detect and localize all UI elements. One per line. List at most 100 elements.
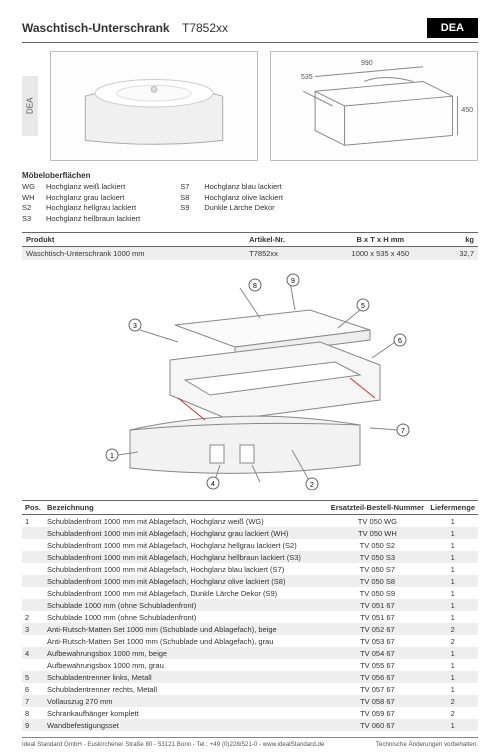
finish-code: S3 <box>22 214 40 225</box>
exploded-view: 3 8 9 5 6 7 1 4 2 <box>60 270 440 490</box>
pos-cell <box>22 575 44 587</box>
num-cell: TV 051 67 <box>327 611 427 623</box>
callout: 2 <box>306 478 318 490</box>
parts-col: Pos. <box>22 501 44 515</box>
pos-cell: 8 <box>22 707 44 719</box>
table-row: Schubladenfront 1000 mm mit Ablagefach, … <box>22 539 478 551</box>
finish-code: S8 <box>180 193 198 204</box>
desc-cell: Wandbefestigungsset <box>44 719 327 731</box>
qty-cell: 1 <box>427 563 478 575</box>
qty-cell: 1 <box>427 575 478 587</box>
finish-item: S3 Hochglanz hellbraun lackiert <box>22 214 140 225</box>
qty-cell: 1 <box>427 683 478 695</box>
product-photo <box>50 51 258 161</box>
num-cell: TV 050 S7 <box>327 563 427 575</box>
figure-row: DEA 990 535 <box>22 51 478 161</box>
footer-note: Technische Änderungen vorbehalten. <box>376 741 478 748</box>
pos-cell: 2 <box>22 611 44 623</box>
finish-label: Hochglanz hellgrau lackiert <box>46 203 136 214</box>
finish-label: Hochglanz grau lackiert <box>46 193 124 204</box>
dim-depth: 535 <box>301 74 313 81</box>
pos-cell: 9 <box>22 719 44 731</box>
side-tab: DEA <box>22 76 38 136</box>
prod-col: Artikel-Nr. <box>245 233 322 247</box>
desc-cell: Schubladenfront 1000 mm mit Ablagefach, … <box>44 587 327 599</box>
svg-text:8: 8 <box>253 283 257 290</box>
desc-cell: Schubladenfront 1000 mm mit Ablagefach, … <box>44 551 327 563</box>
finish-item: S2 Hochglanz hellgrau lackiert <box>22 203 140 214</box>
callout: 8 <box>249 279 261 291</box>
finish-label: Hochglanz weiß lackiert <box>46 182 125 193</box>
table-row: 8Schrankaufhänger komplettTV 059 672 <box>22 707 478 719</box>
desc-cell: Schubladentrenner links, Metall <box>44 671 327 683</box>
prod-col: B x T x H mm <box>323 233 439 247</box>
finish-label: Dunkle Lärche Dekor <box>204 203 274 214</box>
table-row: 3Anti-Rutsch-Matten Set 1000 mm (Schubla… <box>22 623 478 635</box>
pos-cell <box>22 551 44 563</box>
svg-text:1: 1 <box>110 453 114 460</box>
callout: 6 <box>394 334 406 346</box>
parts-table: Pos.BezeichnungErsatzteil-Bestell-Nummer… <box>22 500 478 731</box>
qty-cell: 1 <box>427 599 478 611</box>
desc-cell: Schubladenfront 1000 mm mit Ablagefach, … <box>44 515 327 528</box>
pos-cell: 1 <box>22 515 44 528</box>
finish-code: WG <box>22 182 40 193</box>
finish-code: S2 <box>22 203 40 214</box>
svg-text:9: 9 <box>291 278 295 285</box>
num-cell: TV 050 S3 <box>327 551 427 563</box>
num-cell: TV 058 67 <box>327 695 427 707</box>
num-cell: TV 053 67 <box>327 635 427 647</box>
page-title: Waschtisch-Unterschrank <box>22 21 182 35</box>
svg-text:4: 4 <box>211 481 215 488</box>
finish-code: S7 <box>180 182 198 193</box>
qty-cell: 2 <box>427 623 478 635</box>
num-cell: TV 050 S9 <box>327 587 427 599</box>
desc-cell: Schubladenfront 1000 mm mit Ablagefach, … <box>44 527 327 539</box>
pos-cell: 6 <box>22 683 44 695</box>
callout: 5 <box>357 299 369 311</box>
svg-text:2: 2 <box>310 482 314 489</box>
finish-label: Hochglanz olive lackiert <box>204 193 283 204</box>
table-row: 6Schubladentrenner rechts, MetallTV 057 … <box>22 683 478 695</box>
pos-cell <box>22 659 44 671</box>
dim-height: 450 <box>461 107 473 114</box>
prod-cell: 32,7 <box>438 247 478 261</box>
prod-col: Produkt <box>22 233 245 247</box>
pos-cell <box>22 527 44 539</box>
desc-cell: Aufbewahrungsbox 1000 mm, grau <box>44 659 327 671</box>
svg-text:3: 3 <box>133 323 137 330</box>
desc-cell: Schublade 1000 mm (ohne Schubladenfront) <box>44 611 327 623</box>
qty-cell: 1 <box>427 659 478 671</box>
pos-cell <box>22 539 44 551</box>
qty-cell: 1 <box>427 647 478 659</box>
prod-cell: T7852xx <box>245 247 322 261</box>
pos-cell <box>22 563 44 575</box>
table-row: Schubladenfront 1000 mm mit Ablagefach, … <box>22 563 478 575</box>
table-row: 9WandbefestigungssetTV 060 671 <box>22 719 478 731</box>
num-cell: TV 050 S8 <box>327 575 427 587</box>
finish-label: Hochglanz hellbraun lackiert <box>46 214 140 225</box>
table-row: 2Schublade 1000 mm (ohne Schubladenfront… <box>22 611 478 623</box>
finish-code: WH <box>22 193 40 204</box>
callout: 4 <box>207 477 219 489</box>
parts-col: Bezeichnung <box>44 501 327 515</box>
table-row: Anti-Rutsch-Matten Set 1000 mm (Schublad… <box>22 635 478 647</box>
num-cell: TV 056 67 <box>327 671 427 683</box>
table-row: Schubladenfront 1000 mm mit Ablagefach, … <box>22 551 478 563</box>
table-row: 1Schubladenfront 1000 mm mit Ablagefach,… <box>22 515 478 528</box>
finish-label: Hochglanz blau lackiert <box>204 182 282 193</box>
finishes-list: WG Hochglanz weiß lackiert WH Hochglanz gra… <box>22 182 478 224</box>
callout: 7 <box>397 424 409 436</box>
pos-cell <box>22 635 44 647</box>
desc-cell: Schubladentrenner rechts, Metall <box>44 683 327 695</box>
num-cell: TV 054 67 <box>327 647 427 659</box>
finish-item: WH Hochglanz grau lackiert <box>22 193 140 204</box>
desc-cell: Schubladenfront 1000 mm mit Ablagefach, … <box>44 539 327 551</box>
qty-cell: 1 <box>427 551 478 563</box>
callout: 9 <box>287 274 299 286</box>
num-cell: TV 060 67 <box>327 719 427 731</box>
prod-col: kg <box>438 233 478 247</box>
desc-cell: Schrankaufhänger komplett <box>44 707 327 719</box>
table-row: 7Vollauszug 270 mmTV 058 672 <box>22 695 478 707</box>
pos-cell: 3 <box>22 623 44 635</box>
